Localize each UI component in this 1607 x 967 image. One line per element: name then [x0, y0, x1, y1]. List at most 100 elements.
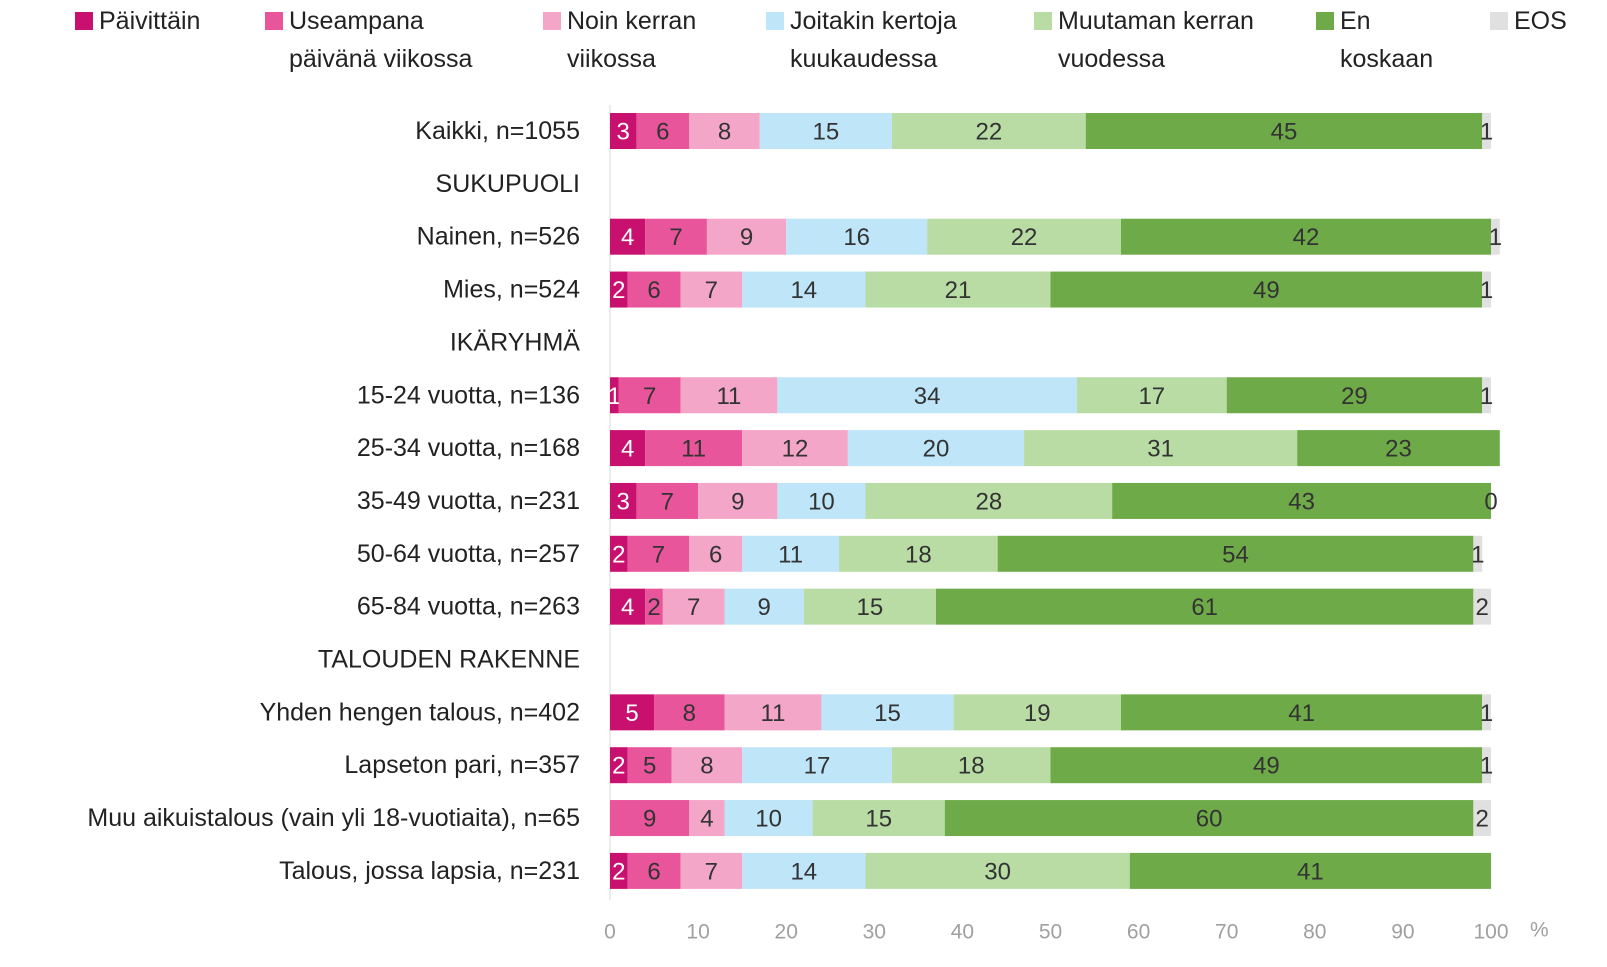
- data-label: 29: [1341, 383, 1368, 410]
- bar-segment: [610, 800, 690, 837]
- bar-segment: [1076, 377, 1227, 414]
- data-label: 2: [647, 594, 660, 621]
- bar-segment: [777, 482, 866, 519]
- bar-segment: [759, 113, 892, 149]
- x-tick-label: 50: [1039, 921, 1062, 944]
- data-label: 20: [923, 436, 950, 463]
- data-label: 34: [914, 383, 941, 410]
- bar-segment: [944, 800, 1474, 837]
- legend-item: Noin kerran viikossa: [543, 2, 727, 78]
- category-label: Lapseton pari, n=357: [344, 751, 580, 779]
- x-tick-label: 60: [1127, 921, 1150, 944]
- bar-segment: [865, 271, 1051, 308]
- bar-segment: [935, 588, 1474, 625]
- data-label: 2: [612, 858, 625, 885]
- bar-segment: [742, 430, 848, 467]
- bar-segment: [803, 588, 936, 625]
- bar-segment: [618, 377, 681, 414]
- legend-item: Päivittäin: [75, 2, 249, 40]
- data-label: 2: [612, 753, 625, 780]
- data-label: 2: [1476, 806, 1489, 833]
- data-label: 1: [1480, 383, 1493, 410]
- bar-segment: [627, 852, 681, 889]
- legend-item: Useampana päivänä viikossa: [265, 2, 489, 78]
- category-label: Mies, n=524: [443, 276, 580, 304]
- data-label: 5: [625, 700, 638, 727]
- x-tick-label: 40: [951, 921, 974, 944]
- data-label: 7: [661, 488, 674, 515]
- bar-segment: [777, 377, 1077, 414]
- bar-segment: [627, 747, 672, 784]
- data-label: 1: [1480, 119, 1493, 146]
- bar-segment: [636, 482, 699, 519]
- data-label: 9: [643, 806, 656, 833]
- data-label: 9: [740, 224, 753, 251]
- category-label: 25-34 vuotta, n=168: [357, 434, 580, 462]
- bar-segment: [927, 218, 1121, 255]
- data-label: 6: [709, 541, 722, 568]
- bar-segment: [645, 430, 743, 467]
- legend-swatch: [1034, 12, 1052, 30]
- data-label: 30: [984, 858, 1011, 885]
- bar-segment: [891, 113, 1086, 149]
- bar-segment: [1085, 113, 1483, 149]
- category-label: SUKUPUOLI: [436, 170, 580, 198]
- category-label: 65-84 vuotta, n=263: [357, 593, 580, 621]
- bar-segment: [891, 747, 1051, 784]
- bar-segment: [1024, 430, 1298, 467]
- bar-segment: [742, 747, 892, 784]
- data-label: 17: [1138, 383, 1165, 410]
- bar-segment: [742, 271, 866, 308]
- data-label: 1: [1471, 541, 1484, 568]
- legend-swatch: [1490, 12, 1508, 30]
- data-label: 5: [643, 753, 656, 780]
- data-label: 41: [1288, 700, 1315, 727]
- data-label: 21: [945, 277, 972, 304]
- bar-segment: [610, 430, 646, 467]
- legend-item: Joitakin kertoja kuukaudessa: [766, 2, 990, 78]
- x-tick-label: 20: [775, 921, 798, 944]
- data-label: 2: [612, 541, 625, 568]
- x-tick-label: 70: [1215, 921, 1238, 944]
- data-label: 49: [1253, 753, 1280, 780]
- bar-segment: [662, 588, 725, 625]
- x-tick-label: 80: [1303, 921, 1326, 944]
- bar-segment: [821, 694, 954, 731]
- data-label: 4: [621, 436, 634, 463]
- data-label: 15: [865, 806, 892, 833]
- data-label: 54: [1222, 541, 1249, 568]
- bar-segment: [610, 113, 637, 149]
- category-label: 15-24 vuotta, n=136: [357, 381, 580, 409]
- data-label: 0: [1484, 488, 1497, 515]
- legend-label: Päivittäin: [99, 7, 201, 35]
- data-label: 42: [1293, 224, 1320, 251]
- legend-label: EOS: [1514, 7, 1567, 35]
- bar-segment: [1482, 747, 1491, 784]
- bar-segment: [742, 535, 840, 572]
- data-label: 8: [718, 119, 731, 146]
- bar-segment: [839, 535, 998, 572]
- legend-label: Useampana päivänä viikossa: [289, 7, 473, 73]
- bar-segment: [1050, 747, 1483, 784]
- data-label: 14: [790, 858, 817, 885]
- bar-segment: [812, 800, 945, 837]
- data-label: 10: [755, 806, 782, 833]
- bar-segment: [1491, 218, 1500, 255]
- bar-segment: [689, 113, 760, 149]
- legend-label: Muutaman kerran vuodessa: [1058, 7, 1254, 73]
- bar-segment: [1473, 535, 1483, 572]
- data-label: 7: [687, 594, 700, 621]
- bar-segment: [610, 482, 637, 519]
- data-label: 1: [1480, 277, 1493, 304]
- bar-segment: [1120, 694, 1483, 731]
- bar-segment: [997, 535, 1474, 572]
- legend-item: En koskaan: [1316, 2, 1440, 78]
- x-tick-label: 0: [604, 921, 616, 944]
- data-label: 7: [652, 541, 665, 568]
- bar-segment: [645, 588, 663, 625]
- bar-segment: [610, 271, 628, 308]
- bar-segment: [1482, 377, 1491, 414]
- data-label: 43: [1288, 488, 1315, 515]
- data-label: 1: [1480, 700, 1493, 727]
